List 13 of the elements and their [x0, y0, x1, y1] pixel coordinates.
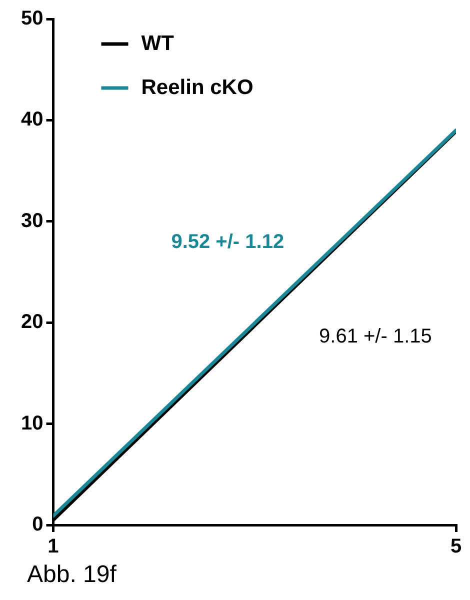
y-tick-label: 50	[20, 8, 44, 30]
y-tick-label: 10	[20, 412, 44, 434]
legend-label: WT	[141, 32, 174, 55]
y-tick-label: 30	[20, 210, 44, 232]
x-tick-label: 5	[450, 536, 462, 558]
y-tick-label: 20	[20, 311, 44, 334]
legend-label: Reelin cKO	[141, 76, 254, 99]
annotation: 9.52 +/- 1.12	[171, 231, 284, 254]
caption: Abb. 19f	[27, 560, 116, 590]
x-tick-label: 1	[48, 536, 59, 558]
annotation: 9.61 +/- 1.15	[319, 325, 432, 348]
y-tick-label: 40	[20, 108, 44, 131]
y-tick-label: 0	[32, 514, 44, 536]
